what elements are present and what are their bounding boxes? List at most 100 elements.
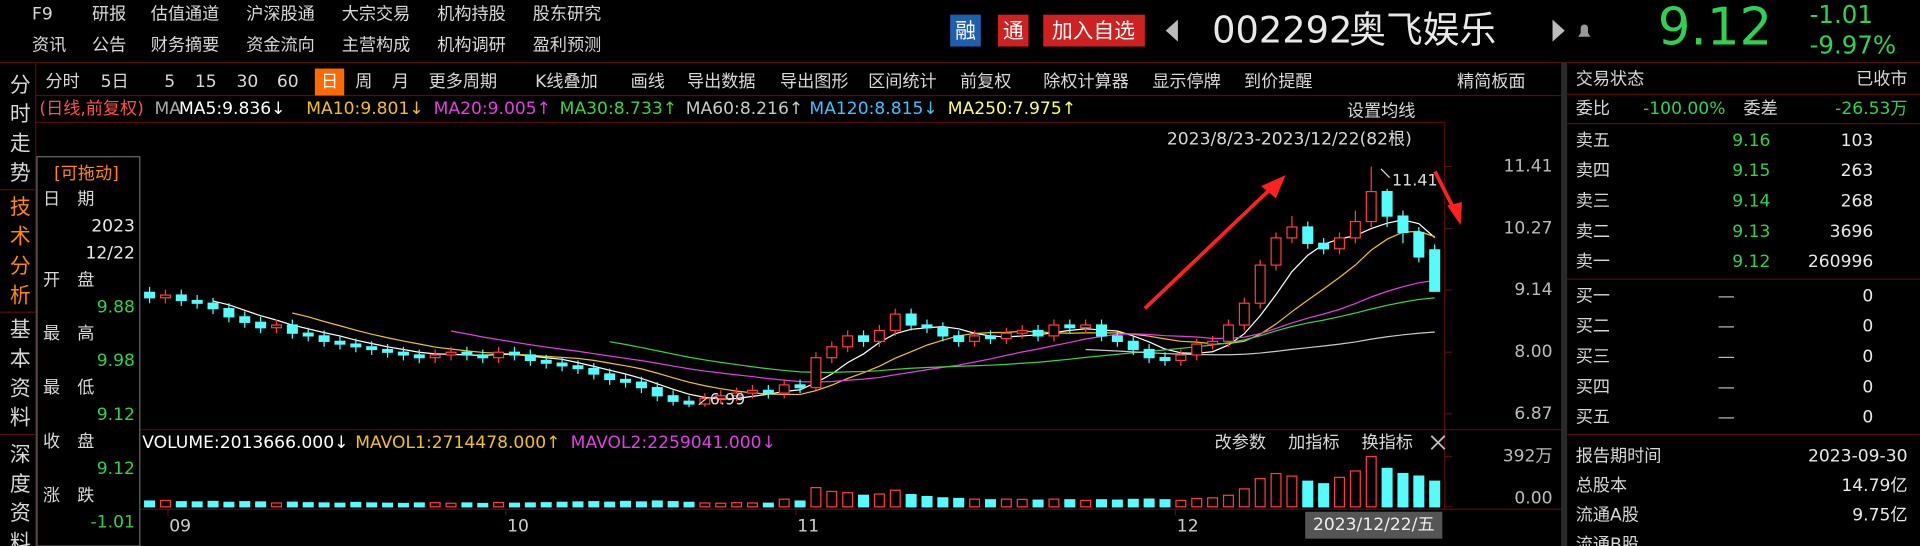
toolbar-item[interactable]: 导出图形 xyxy=(780,72,849,92)
header-link[interactable]: 估值通道 xyxy=(151,5,220,25)
volume-bar xyxy=(1222,494,1234,508)
candle-body xyxy=(1080,324,1092,329)
volume-bar xyxy=(715,502,727,508)
volume-bar xyxy=(1000,498,1012,508)
layout-button[interactable]: 精简板面 xyxy=(1457,72,1526,92)
toolbar-item[interactable]: K线叠加 xyxy=(535,72,598,92)
side-tab[interactable]: 基本资料 xyxy=(6,318,30,436)
candle-body xyxy=(588,367,600,375)
header-link[interactable]: 资讯 xyxy=(32,35,66,55)
toolbar-item[interactable]: 导出数据 xyxy=(687,72,756,92)
volume-button[interactable]: 换指标 xyxy=(1362,433,1413,453)
toolbar-item[interactable]: 5 xyxy=(164,72,175,92)
volume-bar xyxy=(239,501,251,508)
add-button[interactable]: 加入自选 xyxy=(1052,19,1135,43)
badge[interactable]: 融 xyxy=(955,19,976,43)
candle-body xyxy=(1333,237,1346,250)
header-link[interactable]: 沪深股通 xyxy=(246,5,315,25)
volume-bar xyxy=(159,499,171,508)
candle-body xyxy=(1238,302,1250,326)
toolbar-item[interactable]: 周 xyxy=(355,72,372,92)
toolbar-item[interactable]: 除权计算器 xyxy=(1043,72,1129,92)
toolbar-item[interactable]: 月 xyxy=(392,72,409,92)
stock-code: 002292 xyxy=(1212,8,1352,51)
volume-bar xyxy=(1238,488,1250,508)
header-link[interactable]: F9 xyxy=(32,5,53,25)
candle-body xyxy=(270,324,283,329)
volume-bar xyxy=(493,501,505,508)
toolbar-item[interactable]: 分时 xyxy=(46,72,80,92)
header-link[interactable]: 大宗交易 xyxy=(342,5,411,25)
candle-body xyxy=(191,299,203,304)
volume-bar xyxy=(1143,498,1155,508)
toolbar-item[interactable]: 到价提醒 xyxy=(1244,72,1312,92)
close-icon[interactable] xyxy=(1430,435,1446,450)
side-tab[interactable]: 技术分析 xyxy=(6,196,30,314)
candle-body xyxy=(635,381,647,389)
candle-body xyxy=(461,351,473,356)
volume-bar xyxy=(635,501,647,508)
volume-legend: MAVOL1:2714478.000↑ xyxy=(355,433,560,453)
header-link[interactable]: 研报 xyxy=(92,5,126,25)
candle-body xyxy=(1191,343,1203,356)
volume-bar xyxy=(1127,498,1139,508)
volume-bar xyxy=(620,500,632,508)
status: 已收市 xyxy=(1856,70,1907,90)
bid-price: — xyxy=(1718,317,1735,337)
info-value: 14.79亿 xyxy=(1841,476,1907,496)
ma-legend-item: MA10:9.801↓ xyxy=(306,99,423,119)
candle-body xyxy=(1397,215,1409,234)
volume-bar xyxy=(905,494,917,508)
header-link[interactable]: 机构持股 xyxy=(437,5,506,25)
cursor-date-bg xyxy=(1305,511,1443,539)
volume-bar xyxy=(477,502,489,508)
volume-bar xyxy=(1365,456,1377,508)
candle-body xyxy=(223,308,235,318)
side-tab[interactable]: 分时走势 xyxy=(6,73,30,191)
candle-body xyxy=(921,324,933,329)
side-tab[interactable]: 深度资料 xyxy=(6,443,30,546)
volume-bar xyxy=(858,494,870,508)
candle-body xyxy=(1349,220,1361,239)
header-link[interactable]: 盈利预测 xyxy=(533,35,602,55)
prev-arrow[interactable] xyxy=(1165,19,1178,42)
high-pointer xyxy=(1380,168,1391,178)
volume-button[interactable]: 改参数 xyxy=(1215,433,1266,453)
header-link[interactable]: 公告 xyxy=(92,35,126,55)
candle-body xyxy=(1048,324,1060,337)
candle-body xyxy=(445,351,457,356)
info-label: 流通B股 xyxy=(1576,535,1639,546)
candle-body xyxy=(429,354,441,359)
toolbar-item[interactable]: 区间统计 xyxy=(868,72,937,92)
toolbar-item[interactable]: 更多周期 xyxy=(429,72,498,92)
info-value: 2023-09-30 xyxy=(1808,447,1908,467)
badge[interactable]: 通 xyxy=(1003,19,1024,43)
volume-button[interactable]: 加指标 xyxy=(1288,433,1339,453)
next-arrow[interactable] xyxy=(1552,19,1565,42)
toolbar-item[interactable]: 显示停牌 xyxy=(1152,72,1221,92)
ask-volume: 268 xyxy=(1841,192,1874,212)
volume-bar xyxy=(683,501,695,508)
header-link[interactable]: 主营构成 xyxy=(342,35,411,55)
toolbar-item[interactable]: 15 xyxy=(195,72,217,92)
ma-prefix: (日线,前复权) xyxy=(39,99,143,119)
header-link[interactable]: 股东研究 xyxy=(533,5,602,25)
y-tick-label: 11.41 xyxy=(1503,157,1552,177)
candle-body xyxy=(810,357,822,389)
candle-body xyxy=(1429,249,1441,292)
bell-icon[interactable] xyxy=(1578,24,1591,37)
toolbar-item[interactable]: 60 xyxy=(277,72,299,92)
header-link[interactable]: 机构调研 xyxy=(437,35,506,55)
header-link[interactable]: 财务摘要 xyxy=(151,35,220,55)
header-link[interactable]: 资金流向 xyxy=(246,35,315,55)
toolbar-item[interactable]: 前复权 xyxy=(960,72,1011,92)
volume-bar xyxy=(350,501,362,508)
toolbar-item[interactable]: 5日 xyxy=(101,72,129,92)
info-value: 9.75亿 xyxy=(1852,505,1907,525)
toolbar-item[interactable]: 画线 xyxy=(631,72,665,92)
status-label: 交易状态 xyxy=(1576,70,1645,90)
volume-legend: MAVOL2:2259041.000↓ xyxy=(571,433,776,453)
toolbar-item[interactable]: 30 xyxy=(236,72,258,92)
toolbar-item[interactable]: 日 xyxy=(321,72,338,92)
ma-settings[interactable]: 设置均线 xyxy=(1347,101,1416,121)
